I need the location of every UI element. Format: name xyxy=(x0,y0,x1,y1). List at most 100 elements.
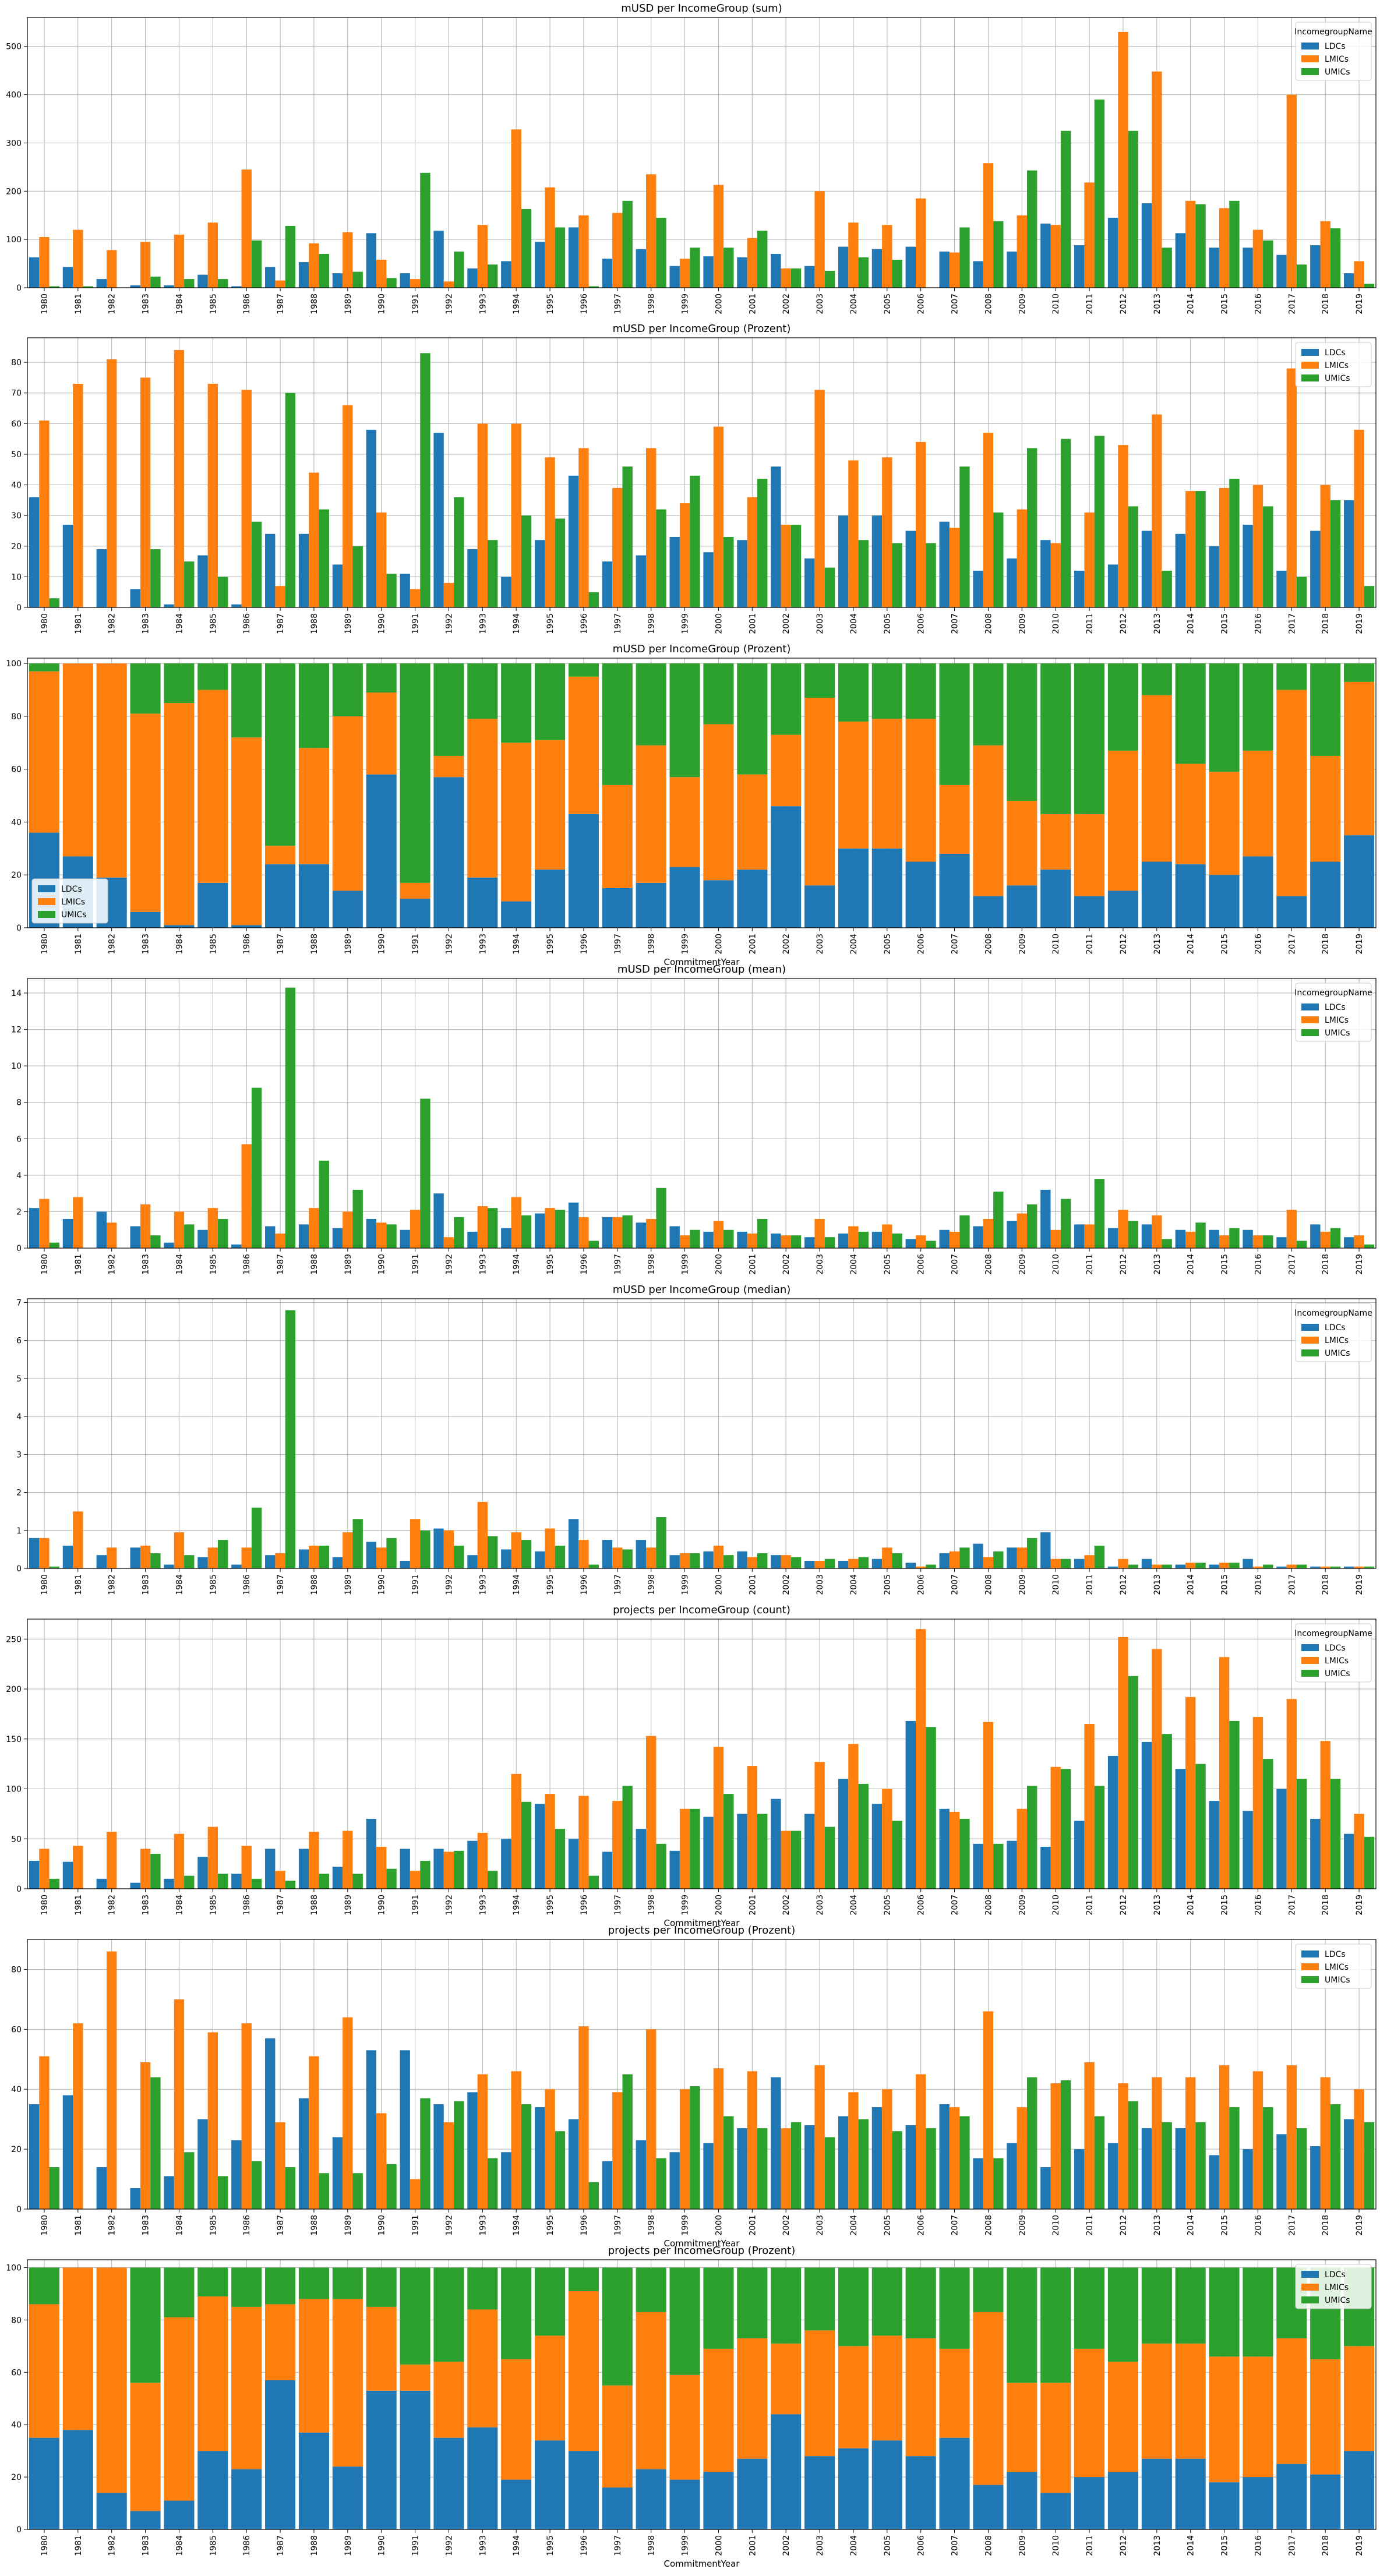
bar-ldcs-1982 xyxy=(96,1878,107,1889)
bar-ldcs-2011 xyxy=(1074,245,1085,288)
bar-ldcs-1993 xyxy=(467,1840,478,1889)
y-tick-label: 300 xyxy=(6,139,22,148)
x-tick-label: 1985 xyxy=(209,2535,218,2556)
legend-label-umics: UMICs xyxy=(1325,1669,1350,1679)
bar-umics-2018 xyxy=(1330,1228,1341,1248)
bar-ldcs-2002 xyxy=(771,1798,781,1889)
bar-ldcs-2016 xyxy=(1243,2149,1253,2209)
legend-swatch-ldcs xyxy=(1301,43,1319,50)
x-tick-label: 2001 xyxy=(748,613,757,634)
bar-lmics-1997 xyxy=(612,213,623,288)
bar-umics-1990 xyxy=(386,1868,397,1889)
bar-ldcs-1999 xyxy=(669,2152,680,2209)
bar-ldcs-1990 xyxy=(366,2050,377,2209)
bar-umics-1983 xyxy=(150,549,161,607)
bar-lmics-1999 xyxy=(679,1235,690,1248)
x-tick-label: 2001 xyxy=(748,1574,757,1595)
x-tick-label: 2003 xyxy=(816,1574,825,1595)
x-tick-label: 1987 xyxy=(276,294,285,315)
bar-ldcs-1986 xyxy=(231,1874,242,1889)
bar-umics-2013 xyxy=(1162,1564,1172,1568)
bar-umics-2015 xyxy=(1209,2267,1240,2357)
bar-lmics-2005 xyxy=(882,225,892,288)
bar-umics-1987 xyxy=(285,1881,296,1889)
bar-ldcs-2005 xyxy=(871,1559,883,1568)
bar-ldcs-1981 xyxy=(62,267,73,288)
bar-umics-1995 xyxy=(555,2131,566,2209)
bar-umics-2012 xyxy=(1128,130,1138,288)
x-tick-label: 2004 xyxy=(849,2535,859,2556)
x-tick-label: 2005 xyxy=(883,294,892,315)
bar-lmics-1994 xyxy=(511,1197,521,1248)
bar-lmics-1997 xyxy=(602,2385,633,2488)
chart-title: mUSD per IncomeGroup (mean) xyxy=(617,963,786,976)
bar-lmics-1981 xyxy=(73,1846,83,1889)
bar-lmics-1984 xyxy=(174,1211,185,1248)
bar-ldcs-2018 xyxy=(1310,2474,1341,2529)
x-tick-label: 2016 xyxy=(1254,2215,1263,2236)
x-tick-label: 2009 xyxy=(1018,2215,1027,2236)
bar-lmics-1993 xyxy=(477,225,488,288)
bar-ldcs-1982 xyxy=(96,2167,107,2209)
legend-swatch-lmics xyxy=(1301,1657,1319,1664)
bar-ldcs-1988 xyxy=(298,2098,309,2209)
bar-umics-1991 xyxy=(420,1098,430,1248)
bar-umics-1983 xyxy=(130,663,161,714)
bar-ldcs-2002 xyxy=(771,2077,781,2209)
bar-ldcs-2005 xyxy=(871,848,902,928)
legend-swatch-lmics xyxy=(1301,362,1319,369)
y-tick-label: 0 xyxy=(16,2525,22,2535)
x-tick-label: 1994 xyxy=(512,1254,521,1275)
x-tick-label: 2013 xyxy=(1153,1254,1162,1275)
bar-lmics-1982 xyxy=(96,663,127,878)
bar-lmics-1993 xyxy=(477,1501,488,1568)
bar-umics-2008 xyxy=(993,1192,1004,1248)
bar-ldcs-2018 xyxy=(1310,245,1321,288)
y-tick-label: 100 xyxy=(6,1785,22,1794)
x-tick-label: 1988 xyxy=(310,2535,319,2556)
bar-umics-2006 xyxy=(926,2128,936,2209)
bar-umics-1999 xyxy=(690,1553,700,1568)
bar-umics-2012 xyxy=(1128,2101,1138,2209)
bar-umics-2005 xyxy=(871,663,902,719)
bar-lmics-1987 xyxy=(275,586,285,607)
bar-ldcs-1992 xyxy=(433,2437,464,2529)
y-tick-label: 20 xyxy=(11,871,22,880)
bar-umics-2009 xyxy=(1007,2267,1037,2383)
bar-ldcs-2002 xyxy=(771,806,802,928)
bar-ldcs-2013 xyxy=(1141,1559,1152,1568)
bar-ldcs-1997 xyxy=(602,2487,633,2529)
bar-umics-1993 xyxy=(487,1536,498,1568)
bar-ldcs-2009 xyxy=(1007,1221,1017,1248)
x-tick-label: 1997 xyxy=(613,1895,623,1916)
y-tick-label: 8 xyxy=(16,1098,22,1108)
bar-umics-1997 xyxy=(602,663,633,785)
bar-umics-2001 xyxy=(757,1814,768,1889)
bar-lmics-2011 xyxy=(1084,1555,1095,1568)
bar-lmics-2007 xyxy=(939,785,970,854)
bar-ldcs-1981 xyxy=(62,1218,73,1248)
bar-lmics-2009 xyxy=(1017,1213,1027,1248)
bar-lmics-1996 xyxy=(578,1217,589,1248)
y-tick-label: 0 xyxy=(16,924,22,933)
bar-lmics-1991 xyxy=(410,1519,421,1568)
bar-umics-2001 xyxy=(757,1553,768,1568)
x-tick-label: 1994 xyxy=(512,1895,521,1916)
bar-lmics-2016 xyxy=(1252,1235,1264,1248)
bar-umics-1980 xyxy=(29,663,59,672)
x-tick-label: 1998 xyxy=(647,1574,657,1595)
x-tick-label: 2016 xyxy=(1254,2535,1263,2556)
bar-ldcs-1987 xyxy=(265,2380,296,2529)
bar-ldcs-2014 xyxy=(1175,1769,1186,1889)
x-tick-label: 2001 xyxy=(748,934,757,955)
x-tick-label: 1983 xyxy=(142,1254,151,1275)
bar-umics-2000 xyxy=(724,536,734,607)
bar-ldcs-2004 xyxy=(838,2448,869,2529)
bar-lmics-2014 xyxy=(1185,491,1196,607)
x-tick-label: 1988 xyxy=(310,1574,319,1595)
bar-umics-1992 xyxy=(433,663,464,756)
legend: LDCs LMICs UMICs xyxy=(31,878,108,924)
x-tick-label: 1986 xyxy=(242,1574,252,1595)
x-tick-label: 1989 xyxy=(344,934,353,955)
